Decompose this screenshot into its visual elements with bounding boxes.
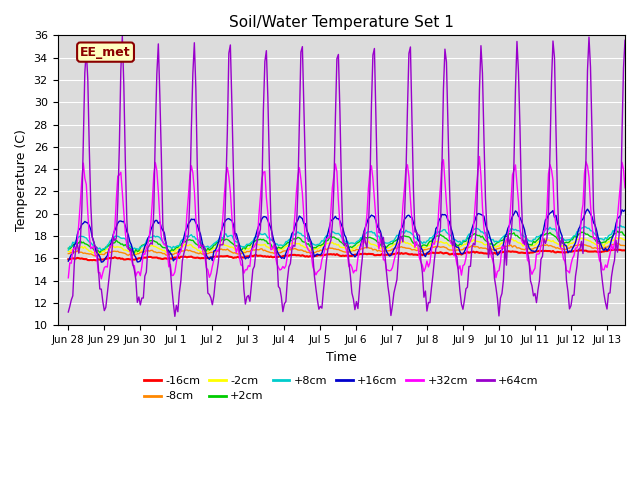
-2cm — [621, 237, 629, 243]
Line: -16cm: -16cm — [68, 250, 625, 260]
Line: +64cm: +64cm — [68, 36, 625, 316]
X-axis label: Time: Time — [326, 350, 356, 363]
-16cm — [65, 256, 72, 262]
-16cm — [157, 256, 165, 262]
Line: +32cm: +32cm — [68, 156, 625, 279]
+16cm — [584, 206, 591, 212]
-2cm — [132, 251, 140, 256]
+64cm — [476, 86, 483, 92]
+64cm — [255, 232, 262, 238]
-2cm — [474, 239, 482, 244]
Text: EE_met: EE_met — [80, 46, 131, 59]
+32cm — [476, 154, 483, 159]
-8cm — [157, 250, 165, 255]
+16cm — [349, 252, 357, 258]
+16cm — [157, 225, 165, 231]
-8cm — [349, 248, 357, 253]
-16cm — [93, 257, 100, 263]
+2cm — [621, 233, 629, 239]
Line: +2cm: +2cm — [68, 231, 625, 253]
+64cm — [65, 309, 72, 315]
-8cm — [65, 251, 72, 256]
-16cm — [253, 253, 261, 259]
+8cm — [253, 233, 261, 239]
+8cm — [611, 228, 618, 234]
+2cm — [157, 243, 165, 249]
-8cm — [621, 243, 629, 249]
+2cm — [253, 237, 261, 243]
+16cm — [136, 258, 144, 264]
+64cm — [118, 33, 126, 39]
+2cm — [349, 243, 357, 249]
+2cm — [65, 245, 72, 251]
+16cm — [612, 221, 620, 227]
-2cm — [65, 249, 72, 254]
+16cm — [65, 258, 72, 264]
-2cm — [136, 248, 144, 253]
-2cm — [611, 237, 618, 242]
+8cm — [474, 226, 482, 232]
+16cm — [621, 207, 629, 213]
Y-axis label: Temperature (C): Temperature (C) — [15, 129, 28, 231]
+32cm — [65, 275, 72, 281]
Line: -8cm: -8cm — [68, 243, 625, 256]
-16cm — [611, 247, 618, 252]
-8cm — [95, 253, 102, 259]
+8cm — [97, 247, 105, 253]
+2cm — [474, 233, 482, 239]
+2cm — [131, 250, 138, 256]
-8cm — [253, 247, 261, 252]
-8cm — [611, 241, 618, 247]
-8cm — [136, 250, 144, 255]
+64cm — [612, 237, 620, 243]
Line: +8cm: +8cm — [68, 226, 625, 250]
+16cm — [97, 259, 105, 265]
+8cm — [621, 225, 629, 230]
+32cm — [136, 273, 144, 278]
-8cm — [474, 244, 482, 250]
+32cm — [97, 276, 105, 282]
-2cm — [157, 247, 165, 252]
-16cm — [474, 250, 482, 255]
+32cm — [621, 185, 629, 191]
-16cm — [621, 248, 629, 253]
-16cm — [349, 252, 357, 258]
+2cm — [614, 228, 621, 234]
+32cm — [349, 270, 357, 276]
Line: -2cm: -2cm — [68, 238, 625, 253]
+32cm — [474, 168, 482, 173]
+8cm — [65, 247, 72, 253]
-16cm — [612, 247, 620, 253]
+64cm — [171, 313, 179, 319]
+64cm — [621, 37, 629, 43]
+64cm — [136, 302, 144, 308]
-8cm — [614, 240, 621, 246]
+8cm — [349, 240, 357, 246]
+32cm — [253, 239, 261, 244]
-16cm — [136, 255, 144, 261]
+64cm — [351, 307, 359, 312]
+8cm — [617, 223, 625, 228]
Title: Soil/Water Temperature Set 1: Soil/Water Temperature Set 1 — [229, 15, 454, 30]
-2cm — [349, 245, 357, 251]
+2cm — [611, 231, 618, 237]
+32cm — [157, 234, 165, 240]
+16cm — [253, 227, 261, 233]
+64cm — [157, 153, 165, 159]
+16cm — [474, 211, 482, 216]
-2cm — [612, 235, 620, 240]
Legend: -16cm, -8cm, -2cm, +2cm, +8cm, +16cm, +32cm, +64cm: -16cm, -8cm, -2cm, +2cm, +8cm, +16cm, +3… — [140, 372, 543, 406]
+8cm — [136, 244, 144, 250]
+8cm — [157, 237, 165, 243]
+2cm — [136, 245, 144, 251]
+32cm — [612, 232, 620, 238]
-2cm — [253, 241, 261, 247]
Line: +16cm: +16cm — [68, 209, 625, 262]
